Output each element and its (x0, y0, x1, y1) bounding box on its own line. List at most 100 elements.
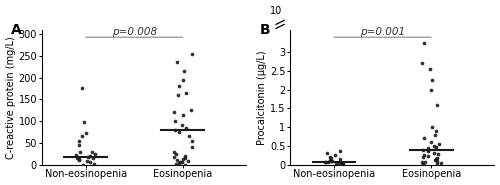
Point (175, 85, 183, 88)
Point (338, 161, 346, 164)
Point (420, 154, 428, 157)
Point (432, 145, 440, 148)
Point (82, 132, 90, 135)
Text: 10: 10 (270, 6, 282, 16)
Point (84, 156, 92, 159)
Point (419, 162, 427, 165)
Point (172, 120, 179, 123)
Point (76, 150, 84, 153)
Point (424, 146, 432, 149)
Point (182, 91, 190, 94)
Point (432, 103, 440, 106)
Point (73, 157, 81, 160)
Point (432, 161, 440, 164)
Point (180, 70, 188, 73)
Point (188, 139, 196, 142)
Text: p=0.008: p=0.008 (112, 27, 157, 37)
Point (78, 135, 86, 138)
Point (181, 154, 189, 157)
Point (418, 160, 426, 163)
Point (175, 161, 183, 164)
Point (188, 52, 196, 55)
Point (88, 157, 96, 159)
Point (338, 162, 346, 165)
Point (426, 141, 434, 144)
Point (86, 154, 94, 157)
Point (178, 113, 186, 116)
Text: p=0.001: p=0.001 (360, 27, 405, 37)
Point (178, 124, 186, 127)
Point (172, 152, 180, 155)
Point (332, 162, 340, 165)
Y-axis label: C-reactive protein (mg/L): C-reactive protein (mg/L) (6, 36, 16, 159)
Point (326, 160, 334, 163)
Point (170, 155, 178, 158)
Point (336, 157, 344, 160)
Point (428, 126, 436, 129)
Point (76, 139, 84, 142)
Point (86, 161, 94, 164)
Point (432, 156, 440, 159)
Point (336, 150, 344, 153)
Point (178, 161, 186, 164)
Point (326, 159, 334, 162)
Point (426, 68, 434, 71)
Point (173, 159, 181, 162)
Point (322, 161, 330, 164)
Point (432, 133, 440, 136)
Point (179, 78, 187, 81)
Point (76, 144, 84, 147)
Point (419, 156, 427, 159)
Point (436, 162, 444, 165)
Point (170, 150, 178, 153)
Point (90, 162, 98, 165)
Point (328, 159, 336, 162)
Point (424, 155, 432, 158)
Point (422, 160, 430, 163)
Point (327, 156, 335, 159)
Point (430, 144, 438, 147)
Point (418, 62, 426, 65)
Point (84, 160, 92, 163)
Point (75, 159, 83, 162)
Point (428, 79, 436, 82)
Point (424, 150, 432, 153)
Point (181, 163, 189, 166)
Point (424, 148, 432, 151)
Point (323, 152, 331, 155)
Point (420, 41, 428, 44)
Point (180, 157, 188, 159)
Point (78, 87, 86, 90)
Point (434, 159, 442, 162)
Point (432, 130, 440, 132)
Point (430, 152, 438, 155)
Text: A: A (11, 23, 22, 37)
Text: B: B (260, 23, 270, 37)
Point (324, 160, 332, 163)
Point (179, 158, 187, 161)
Point (79, 163, 87, 166)
Point (434, 153, 442, 156)
Point (175, 130, 183, 133)
Point (90, 152, 98, 155)
Point (75, 158, 83, 161)
Point (88, 151, 96, 154)
Point (432, 159, 440, 162)
Point (432, 157, 440, 160)
Y-axis label: Procalcitonin (μg/L): Procalcitonin (μg/L) (257, 50, 267, 144)
Point (184, 160, 192, 163)
Point (171, 128, 179, 131)
Point (174, 94, 182, 97)
Point (72, 154, 80, 157)
Point (321, 160, 329, 163)
Point (435, 142, 443, 145)
Point (170, 111, 178, 114)
Point (176, 161, 184, 164)
Point (326, 156, 334, 159)
Point (80, 120, 88, 123)
Point (172, 61, 180, 64)
Point (187, 109, 195, 112)
Point (172, 162, 180, 165)
Point (338, 162, 345, 165)
Point (419, 149, 427, 152)
